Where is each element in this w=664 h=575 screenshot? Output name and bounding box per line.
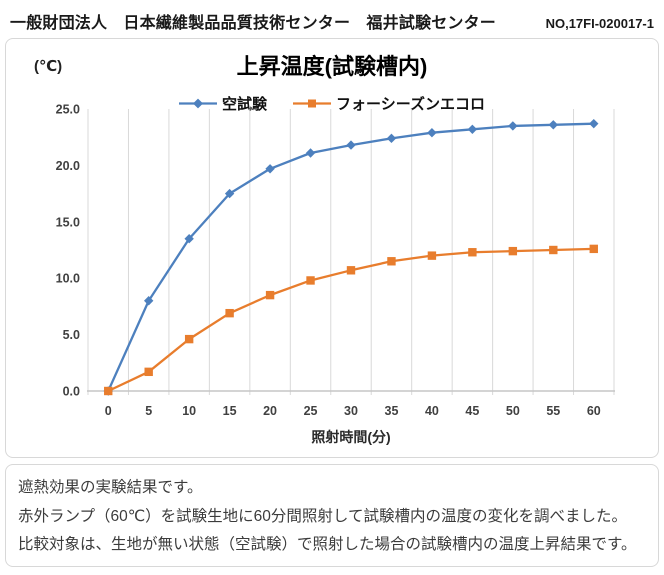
- svg-text:45: 45: [465, 404, 479, 418]
- svg-text:20.0: 20.0: [56, 159, 80, 173]
- chart-panel: (℃) 上昇温度(試験槽内) 空試験 フォーシーズンエコロ 0.0 5.0 10.0…: [5, 38, 659, 458]
- y-axis-unit-label: (℃): [34, 58, 63, 75]
- description-line-3: 比較対象は、生地が無い状態（空試験）で照射した場合の試験槽内の温度上昇結果です。: [18, 536, 637, 553]
- svg-text:10: 10: [182, 404, 196, 418]
- svg-text:15: 15: [223, 404, 237, 418]
- svg-text:25: 25: [304, 404, 318, 418]
- svg-text:0: 0: [105, 404, 112, 418]
- description-line-1: 遮熱効果の実験結果です。: [18, 479, 203, 496]
- svg-text:40: 40: [425, 404, 439, 418]
- svg-text:20: 20: [263, 404, 277, 418]
- organization-title: 一般財団法人 日本繊維製品品質技術センター 福井試験センター: [10, 15, 497, 32]
- svg-text:60: 60: [587, 404, 601, 418]
- report-number: NO,17FI-020017-1: [545, 16, 654, 31]
- svg-text:30: 30: [344, 404, 358, 418]
- svg-text:5.0: 5.0: [63, 328, 80, 342]
- svg-text:35: 35: [385, 404, 399, 418]
- description-panel: 遮熱効果の実験結果です。 赤外ランプ（60℃）を試験生地に60分間照射して試験槽…: [5, 464, 659, 567]
- legend-label-blank-test: 空試験: [222, 96, 268, 113]
- svg-text:25.0: 25.0: [56, 103, 80, 117]
- svg-text:0.0: 0.0: [63, 385, 80, 399]
- legend-marker-blank-test-icon: [179, 98, 218, 109]
- svg-text:55: 55: [546, 404, 560, 418]
- chart-legend: 空試験 フォーシーズンエコロ: [6, 93, 658, 114]
- legend-item-four-seasons: フォーシーズンエコロ: [293, 93, 485, 114]
- description-line-2: 赤外ランプ（60℃）を試験生地に60分間照射して試験槽内の温度の変化を調べました…: [18, 507, 627, 525]
- legend-marker-four-seasons-icon: [293, 99, 332, 108]
- svg-text:10.0: 10.0: [56, 272, 80, 286]
- svg-text:照射時間(分): 照射時間(分): [311, 429, 390, 445]
- svg-text:15.0: 15.0: [56, 215, 80, 229]
- chart-title: 上昇温度(試験槽内): [236, 54, 428, 79]
- report-header: 一般財団法人 日本繊維製品品質技術センター 福井試験センター NO,17FI-0…: [0, 0, 664, 38]
- temperature-rise-chart: 0.0 5.0 10.0 15.0 20.0 25.0 0 5 10 15 20 25 30 35 40 45…: [56, 103, 615, 445]
- legend-item-blank-test: 空試験: [179, 93, 267, 114]
- svg-text:50: 50: [506, 404, 520, 418]
- svg-text:5: 5: [145, 404, 152, 418]
- legend-label-four-seasons: フォーシーズンエコロ: [336, 96, 485, 113]
